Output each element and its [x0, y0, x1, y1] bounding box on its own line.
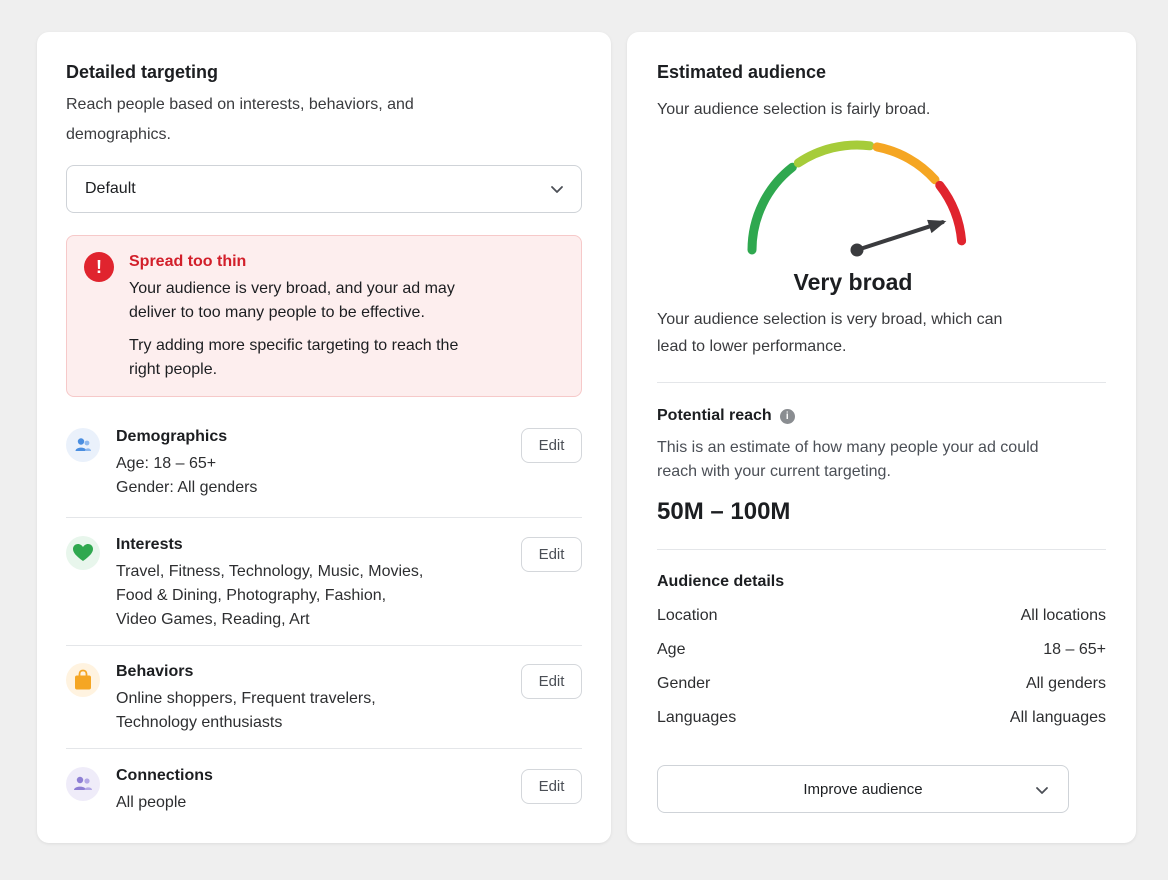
detail-row-gender: Gender All genders [657, 675, 1106, 693]
interests-section: Interests Travel, Fitness, Technology, M… [66, 536, 582, 646]
alert-suggestion-line2: right people. [129, 361, 218, 378]
people-icon [66, 428, 100, 462]
potential-reach-desc-line2: reach with your current targeting. [657, 463, 891, 480]
detail-row-languages: Languages All languages [657, 709, 1106, 727]
audience-gauge [747, 140, 967, 257]
detail-value: All locations [1020, 607, 1106, 624]
detail-row-location: Location All locations [657, 607, 1106, 625]
behaviors-line2: Technology enthusiasts [116, 714, 283, 731]
gauge-note-line1: Your audience selection is very broad, w… [657, 311, 1003, 328]
alert-exclamation-icon: ! [84, 252, 114, 282]
section-divider [66, 645, 582, 646]
demographics-age: Age: 18 – 65+ [116, 455, 217, 472]
demographics-title: Demographics [116, 428, 228, 445]
alert-suggestion-line1: Try adding more specific targeting to re… [129, 337, 459, 354]
group-icon [66, 767, 100, 801]
demographics-gender: Gender: All genders [116, 479, 258, 496]
improve-audience-label: Improve audience [803, 780, 923, 798]
gauge-segment [747, 162, 797, 255]
heart-icon [66, 536, 100, 570]
section-divider [66, 517, 582, 518]
alert-title: Spread too thin [129, 253, 247, 270]
behaviors-section: Behaviors Online shoppers, Frequent trav… [66, 663, 582, 743]
gauge-needle-tip [927, 219, 947, 234]
interests-edit-button[interactable]: Edit [521, 537, 582, 572]
gauge-needle-hub [850, 243, 864, 257]
detail-label: Age [657, 641, 686, 658]
detail-label: Location [657, 607, 718, 624]
gauge-segment [872, 142, 940, 185]
detail-row-age: Age 18 – 65+ [657, 641, 1106, 659]
detailed-targeting-title: Detailed targeting [66, 62, 219, 82]
detailed-targeting-card: Detailed targeting Reach people based on… [37, 32, 611, 843]
detailed-targeting-description-line2: demographics. [66, 126, 171, 143]
alert-message-line1: Your audience is very broad, and your ad… [129, 280, 455, 297]
chevron-down-icon [551, 186, 563, 193]
audience-summary: Your audience selection is fairly broad. [657, 101, 931, 118]
gauge-level-label: Very broad [793, 269, 913, 295]
connections-edit-button[interactable]: Edit [521, 769, 582, 804]
interests-line1: Travel, Fitness, Technology, Music, Movi… [116, 563, 424, 580]
shopping-bag-icon [66, 663, 100, 697]
detail-value: All genders [1025, 675, 1106, 692]
behaviors-title: Behaviors [116, 663, 194, 680]
detail-value: All languages [1009, 709, 1106, 726]
section-divider [657, 382, 1106, 383]
connections-section: Connections All people Edit [66, 767, 582, 827]
detail-label: Languages [657, 709, 737, 726]
connections-title: Connections [116, 767, 213, 784]
detail-label: Gender [657, 675, 711, 692]
demographics-section: Demographics Age: 18 – 65+ Gender: All g… [66, 428, 582, 518]
detailed-targeting-description-line1: Reach people based on interests, behavio… [66, 96, 414, 113]
gauge-note-line2: lead to lower performance. [657, 338, 847, 355]
interests-line2: Food & Dining, Photography, Fashion, [116, 587, 387, 604]
behaviors-line1: Online shoppers, Frequent travelers, [116, 690, 376, 707]
section-divider [66, 748, 582, 749]
interests-line3: Video Games, Reading, Art [116, 611, 310, 628]
targeting-dropdown-value: Default [85, 180, 136, 197]
detail-value: 18 – 65+ [1043, 641, 1106, 658]
potential-reach-title: Potential reach [657, 407, 772, 424]
behaviors-edit-button[interactable]: Edit [521, 664, 582, 699]
potential-reach-value: 50M – 100M [657, 498, 791, 525]
gauge-segment [793, 140, 875, 168]
audience-details-title: Audience details [657, 573, 785, 590]
chevron-down-icon [1036, 787, 1048, 794]
gauge-segment [935, 180, 967, 246]
gauge-needle [855, 220, 945, 252]
potential-reach-desc-line1: This is an estimate of how many people y… [657, 439, 1039, 456]
improve-audience-button[interactable]: Improve audience [657, 765, 1069, 813]
demographics-edit-button[interactable]: Edit [521, 428, 582, 463]
connections-line1: All people [116, 794, 187, 811]
alert-message-line2: deliver to too many people to be effecti… [129, 304, 425, 321]
targeting-dropdown[interactable]: Default [66, 165, 582, 213]
estimated-audience-title: Estimated audience [657, 62, 827, 82]
info-icon[interactable]: i [779, 409, 795, 424]
potential-reach-heading: Potential reach i [657, 407, 795, 425]
section-divider [657, 549, 1106, 550]
interests-title: Interests [116, 536, 183, 553]
estimated-audience-card: Estimated audience Your audience selecti… [627, 32, 1136, 843]
spread-too-thin-alert: ! Spread too thin Your audience is very … [66, 235, 582, 397]
